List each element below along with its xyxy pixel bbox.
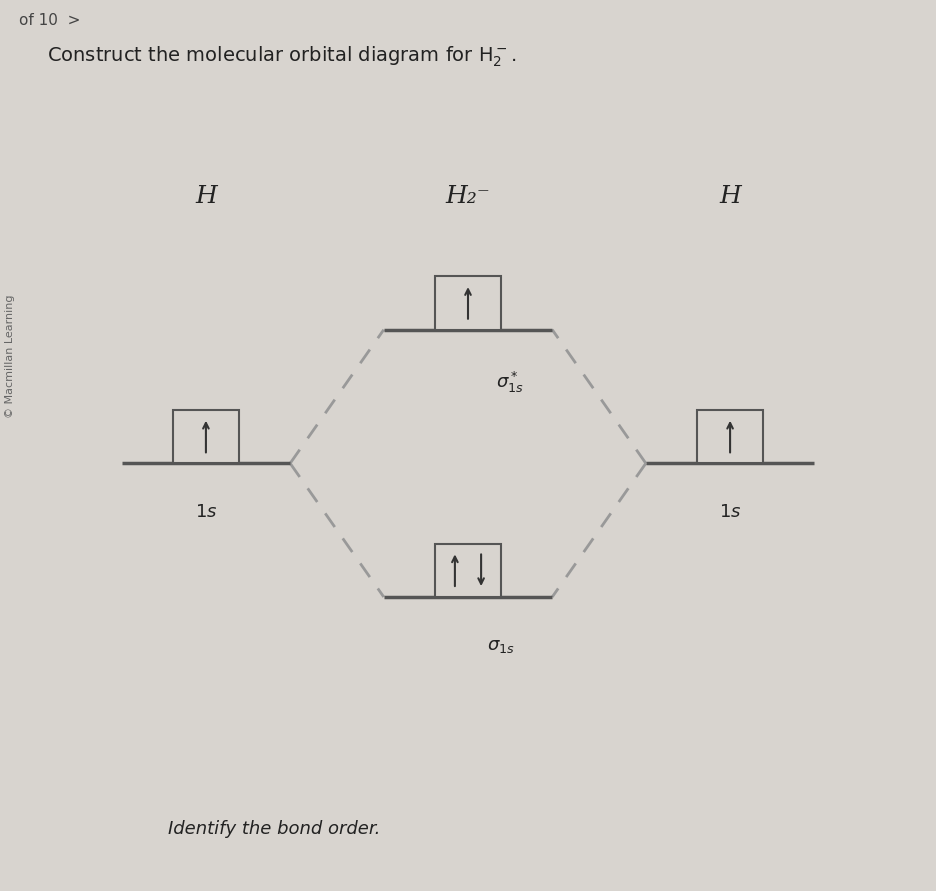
- Text: Construct the molecular orbital diagram for $\mathregular{H_2^-}$.: Construct the molecular orbital diagram …: [47, 45, 516, 69]
- FancyBboxPatch shape: [697, 410, 763, 463]
- Text: H: H: [719, 184, 741, 208]
- Text: Identify the bond order.: Identify the bond order.: [168, 820, 381, 838]
- Text: H: H: [195, 184, 217, 208]
- Text: $\sigma^*_{1s}$: $\sigma^*_{1s}$: [496, 370, 524, 395]
- Text: $1s$: $1s$: [719, 503, 741, 521]
- FancyBboxPatch shape: [173, 410, 239, 463]
- Text: © Macmillan Learning: © Macmillan Learning: [5, 295, 15, 418]
- Text: $\sigma_{1s}$: $\sigma_{1s}$: [487, 637, 515, 655]
- Text: $1s$: $1s$: [195, 503, 217, 521]
- Text: H₂⁻: H₂⁻: [446, 184, 490, 208]
- FancyBboxPatch shape: [435, 544, 501, 597]
- Text: of 10  >: of 10 >: [19, 13, 80, 29]
- FancyBboxPatch shape: [435, 276, 501, 330]
